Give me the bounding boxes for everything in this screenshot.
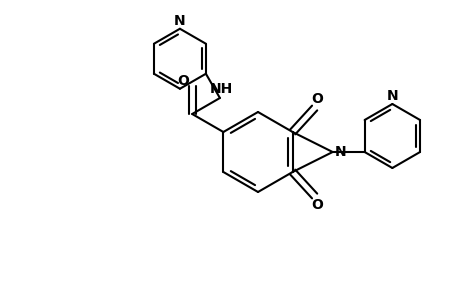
- Text: O: O: [311, 92, 323, 106]
- Text: NH: NH: [209, 82, 232, 96]
- Text: N: N: [334, 145, 346, 159]
- Text: O: O: [177, 74, 189, 88]
- Text: O: O: [311, 198, 323, 212]
- Text: N: N: [386, 89, 397, 103]
- Text: N: N: [174, 14, 185, 28]
